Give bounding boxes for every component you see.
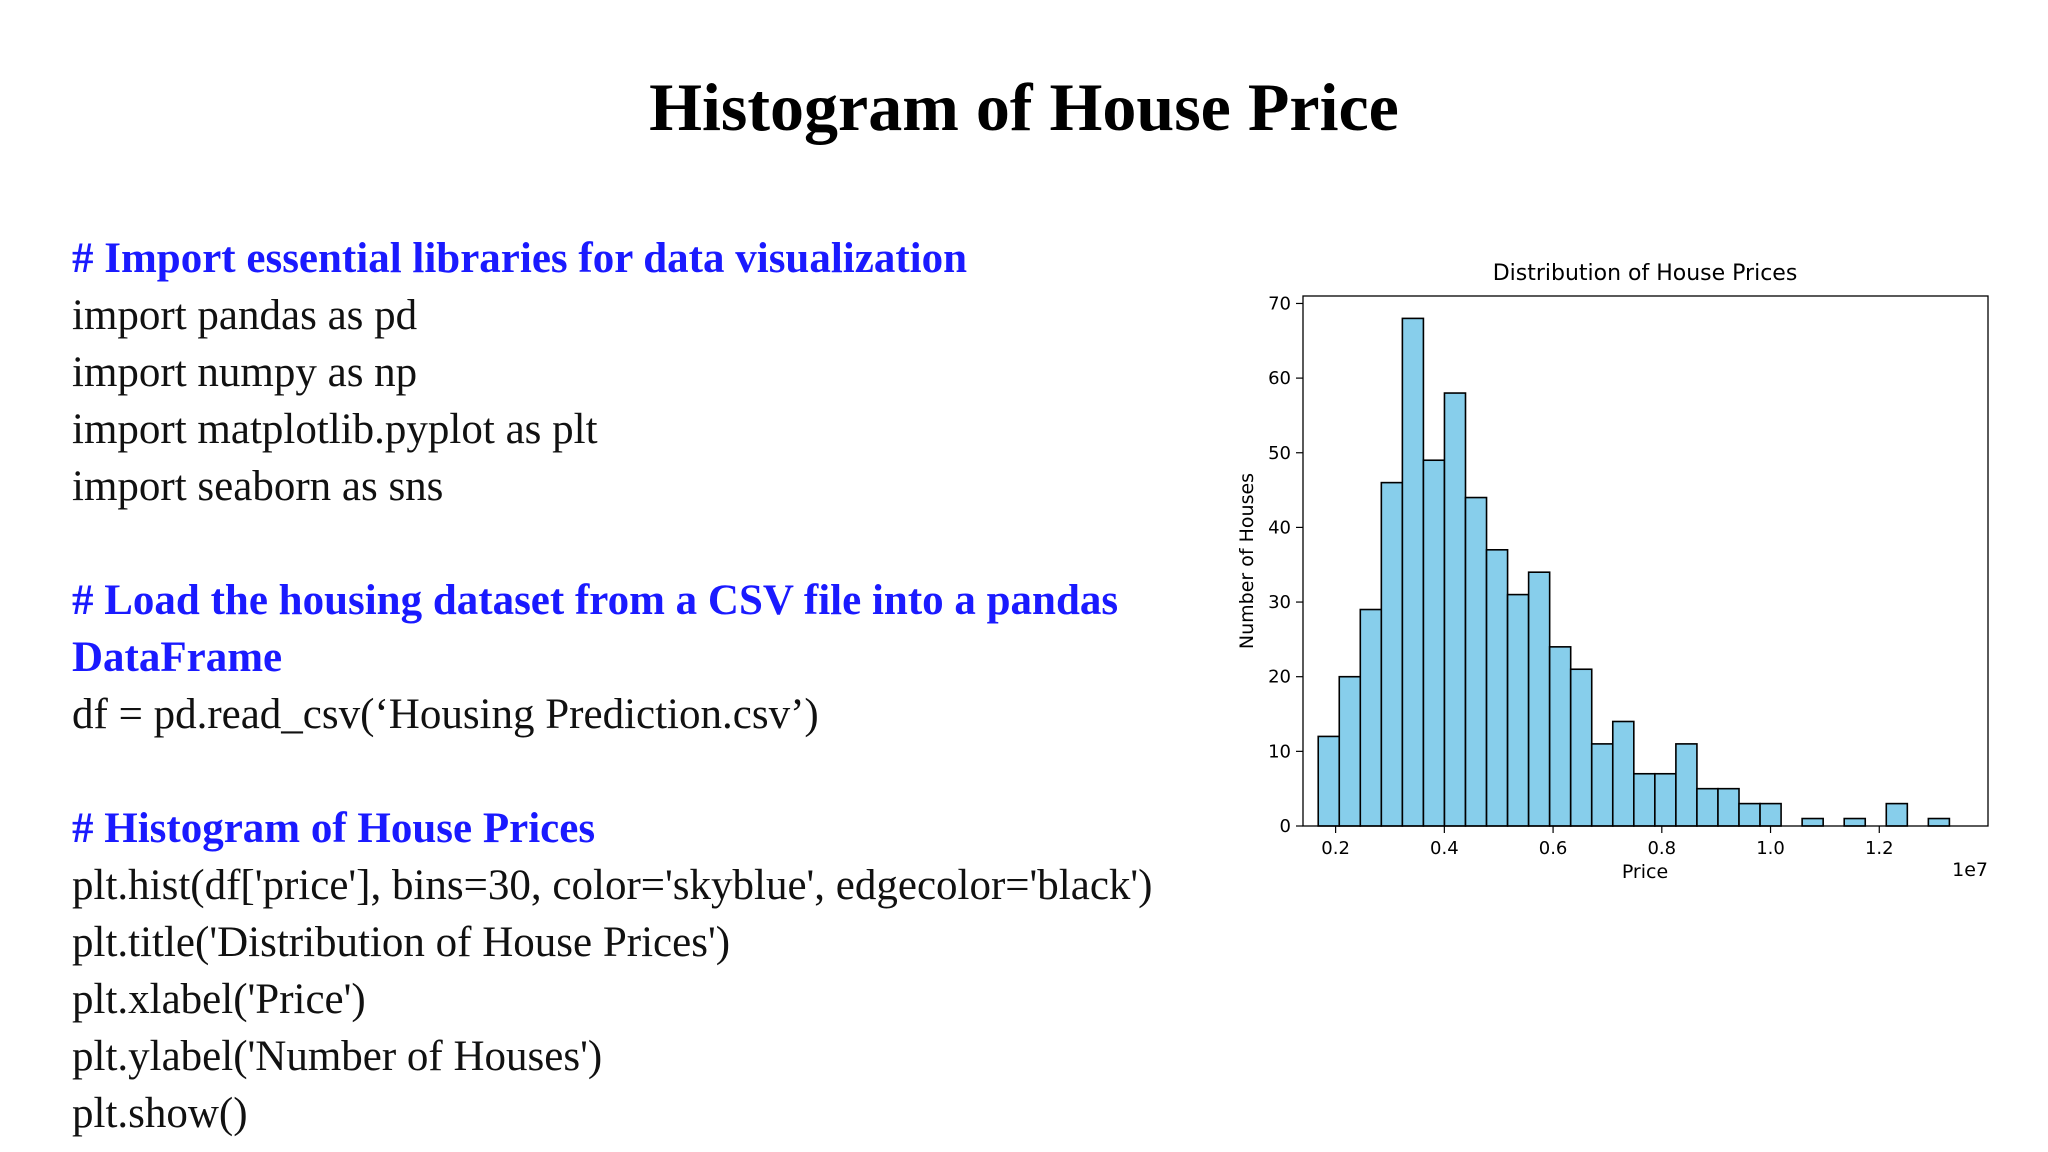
blank-line [72,515,1282,572]
x-tick-label: 0.6 [1539,838,1568,859]
plot-frame [1302,295,1989,827]
x-tick-label: 1.0 [1756,838,1785,859]
x-tick-label: 0.8 [1647,838,1676,859]
histogram-bar [1885,802,1909,827]
code-line: import numpy as np [72,349,418,396]
histogram-bar [1590,743,1614,827]
code-comment: # Histogram of House Prices [72,805,596,852]
code-line: import pandas as pd [72,292,418,339]
histogram-bar [1485,549,1509,827]
histogram-bar [1927,817,1951,827]
histogram-bar [1633,772,1656,827]
y-tick-label: 60 [1268,368,1291,389]
y-axis-label: Number of Houses [1236,473,1258,649]
y-tick-label: 30 [1268,592,1291,613]
histogram-bar [1527,571,1551,827]
histogram-bar [1359,608,1383,827]
histogram-bar [1317,735,1341,827]
y-tick-label: 70 [1268,293,1291,314]
code-line: plt.show() [72,1090,248,1137]
histogram-bar [1843,817,1867,827]
histogram-bar [1422,459,1446,827]
histogram-bar [1548,646,1572,827]
x-axis-label: Price [1622,861,1668,883]
code-block: # Import essential libraries for data vi… [72,230,1282,1142]
y-tick-label: 0 [1280,816,1291,837]
histogram-bar [1506,593,1530,827]
code-comment: # Import essential libraries for data vi… [72,235,968,282]
histogram-bar [1696,787,1719,827]
histogram-bar [1569,668,1593,827]
x-tick-label: 1.2 [1865,838,1894,859]
x-axis: 0.2 0.4 0.6 0.8 1.0 1.2 [1321,826,1894,859]
code-comment: # Load the housing dataset from a CSV fi… [72,577,1119,681]
histogram-bar [1675,743,1698,827]
blank-line [72,743,1282,800]
code-line: import seaborn as sns [72,463,444,510]
x-tick-label: 0.2 [1321,838,1350,859]
y-axis: 0 10 20 30 40 50 60 70 [1268,293,1303,837]
code-line: plt.xlabel('Price') [72,976,366,1023]
histogram-bar [1380,481,1404,827]
y-tick-label: 20 [1268,667,1291,688]
x-tick-label: 0.4 [1430,838,1459,859]
chart-title: Distribution of House Prices [1493,261,1798,286]
x-axis-offset-label: 1e7 [1952,859,1988,881]
y-tick-label: 50 [1268,443,1291,464]
histogram-bar [1717,787,1740,827]
histogram-chart: Distribution of House Prices 0.2 0.4 0.6 0.… [1220,248,2010,898]
histogram-bars [1317,317,1951,827]
histogram-bar [1759,802,1782,827]
slide-title: Histogram of House Price [649,69,1399,145]
y-tick-label: 10 [1268,741,1291,762]
histogram-bar [1443,392,1467,827]
histogram-bar [1801,817,1824,827]
code-line: plt.title('Distribution of House Prices'… [72,919,731,966]
y-tick-label: 40 [1268,517,1291,538]
histogram-bar [1464,496,1488,827]
code-line: plt.hist(df['price'], bins=30, color='sk… [72,862,1153,909]
code-line: plt.ylabel('Number of Houses') [72,1033,603,1080]
histogram-bar [1654,772,1677,827]
code-line: df = pd.read_csv(‘Housing Prediction.csv… [72,691,819,738]
histogram-bar [1338,675,1362,827]
histogram-bar [1738,802,1761,827]
histogram-bar [1611,720,1635,827]
histogram-bar [1401,317,1425,827]
code-line: import matplotlib.pyplot as plt [72,406,598,453]
histogram-svg: Distribution of House Prices 0.2 0.4 0.6 0.… [1236,261,1989,883]
